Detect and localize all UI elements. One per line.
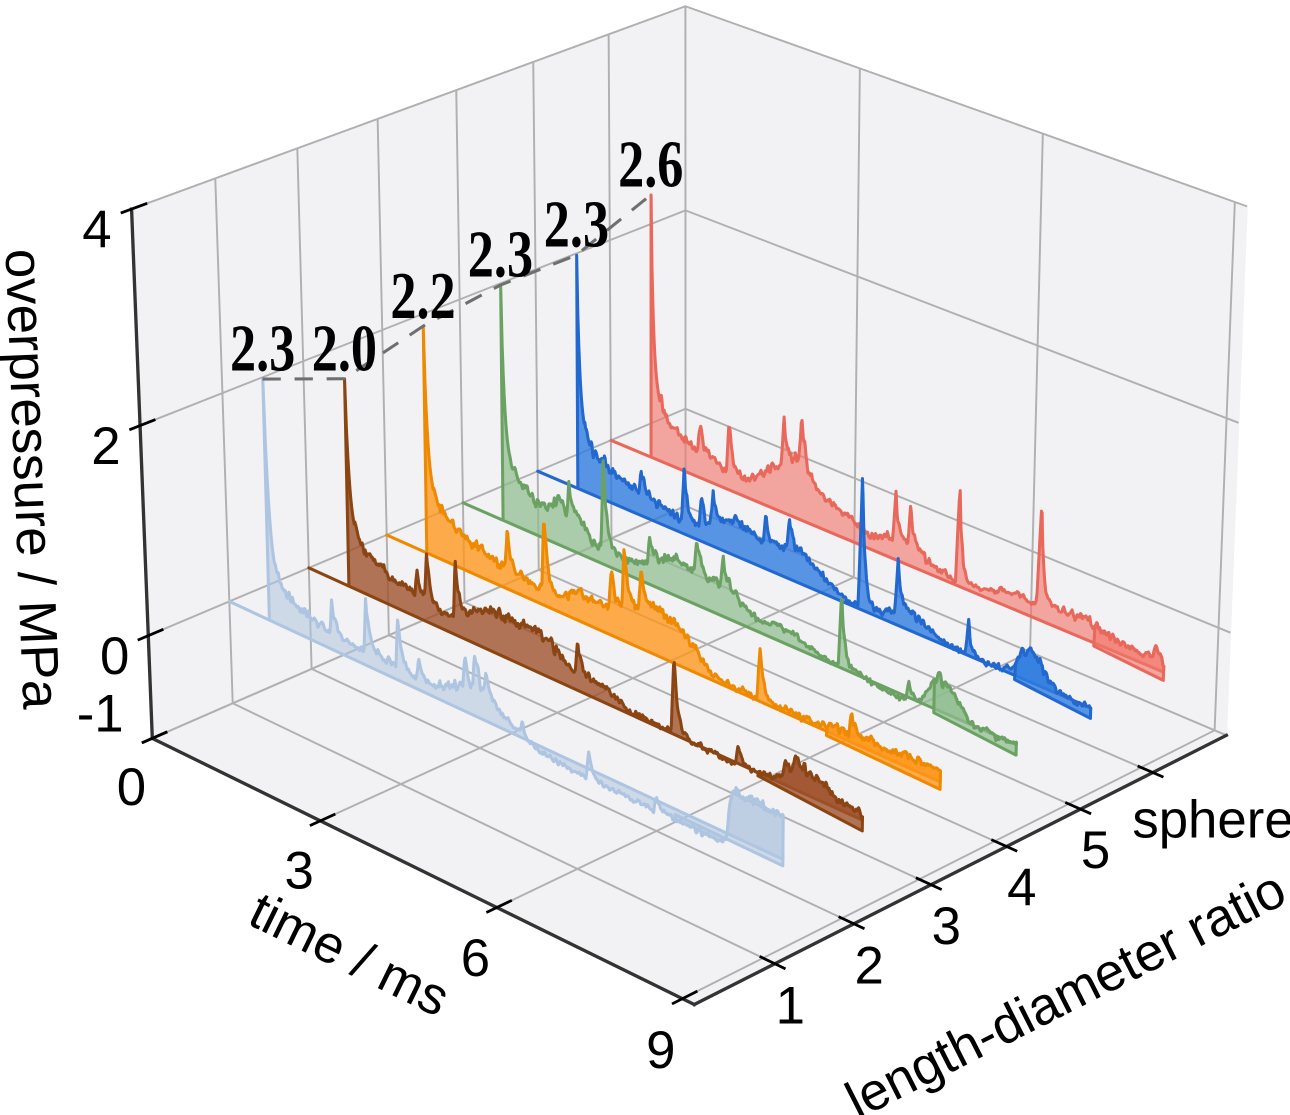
svg-text:2: 2 (855, 936, 884, 995)
svg-text:1: 1 (776, 977, 805, 1036)
svg-text:2.3: 2.3 (230, 313, 295, 386)
svg-text:4: 4 (1007, 859, 1036, 918)
svg-text:5: 5 (1081, 821, 1110, 880)
svg-text:-1: -1 (77, 685, 124, 744)
svg-text:sphere: sphere (1132, 791, 1290, 850)
svg-text:2: 2 (91, 417, 120, 476)
svg-text:9: 9 (646, 1021, 675, 1080)
svg-text:2.2: 2.2 (390, 260, 455, 333)
svg-text:0: 0 (100, 627, 129, 686)
svg-text:2.6: 2.6 (618, 128, 683, 201)
svg-text:0: 0 (117, 758, 146, 817)
svg-text:2.3: 2.3 (544, 189, 609, 262)
svg-text:6: 6 (461, 929, 490, 988)
svg-text:3: 3 (932, 897, 961, 956)
svg-text:2.3: 2.3 (468, 219, 533, 292)
svg-text:3: 3 (285, 842, 314, 901)
svg-text:4: 4 (82, 200, 111, 259)
svg-text:2.0: 2.0 (312, 312, 377, 385)
